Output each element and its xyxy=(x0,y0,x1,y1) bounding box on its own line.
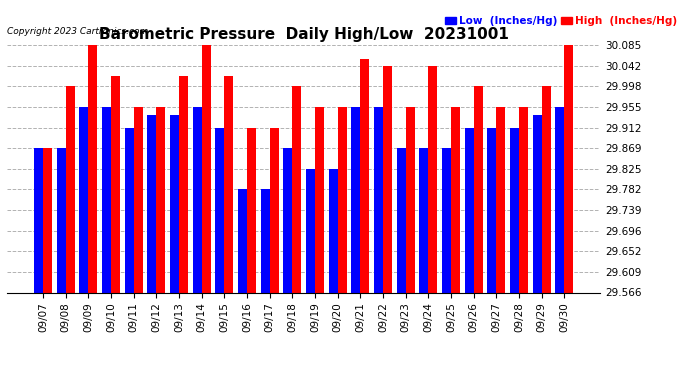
Bar xyxy=(102,107,111,292)
Bar xyxy=(57,148,66,292)
Bar xyxy=(555,107,564,292)
Bar xyxy=(428,66,437,292)
Bar xyxy=(442,148,451,292)
Bar xyxy=(156,107,166,292)
Bar xyxy=(315,107,324,292)
Bar xyxy=(510,128,519,292)
Bar xyxy=(406,107,415,292)
Bar xyxy=(383,66,392,292)
Bar xyxy=(451,107,460,292)
Bar xyxy=(397,148,406,292)
Bar xyxy=(170,115,179,292)
Bar xyxy=(519,107,528,292)
Bar xyxy=(487,128,496,292)
Bar xyxy=(420,148,428,292)
Bar xyxy=(261,189,270,292)
Bar xyxy=(238,189,247,292)
Bar xyxy=(283,148,293,292)
Legend: Low  (Inches/Hg), High  (Inches/Hg): Low (Inches/Hg), High (Inches/Hg) xyxy=(441,12,681,30)
Bar xyxy=(542,87,551,292)
Bar xyxy=(270,128,279,292)
Bar xyxy=(134,107,143,292)
Bar xyxy=(88,45,97,292)
Bar xyxy=(293,87,302,292)
Bar xyxy=(193,107,201,292)
Bar xyxy=(374,107,383,292)
Text: Copyright 2023 Cartronics.com: Copyright 2023 Cartronics.com xyxy=(7,27,148,36)
Bar xyxy=(201,45,210,292)
Bar xyxy=(306,169,315,292)
Bar xyxy=(351,107,360,292)
Bar xyxy=(79,107,88,292)
Bar xyxy=(111,76,120,292)
Bar xyxy=(533,115,542,292)
Bar xyxy=(247,128,256,292)
Bar xyxy=(473,87,483,292)
Bar xyxy=(224,76,233,292)
Bar xyxy=(328,169,337,292)
Bar xyxy=(337,107,346,292)
Bar xyxy=(496,107,505,292)
Bar xyxy=(34,148,43,292)
Bar xyxy=(215,128,224,292)
Bar xyxy=(464,128,473,292)
Bar xyxy=(124,128,134,292)
Bar xyxy=(43,148,52,292)
Bar xyxy=(66,87,75,292)
Title: Barometric Pressure  Daily High/Low  20231001: Barometric Pressure Daily High/Low 20231… xyxy=(99,27,509,42)
Bar xyxy=(179,76,188,292)
Bar xyxy=(360,59,369,292)
Bar xyxy=(564,45,573,292)
Bar xyxy=(147,115,156,292)
